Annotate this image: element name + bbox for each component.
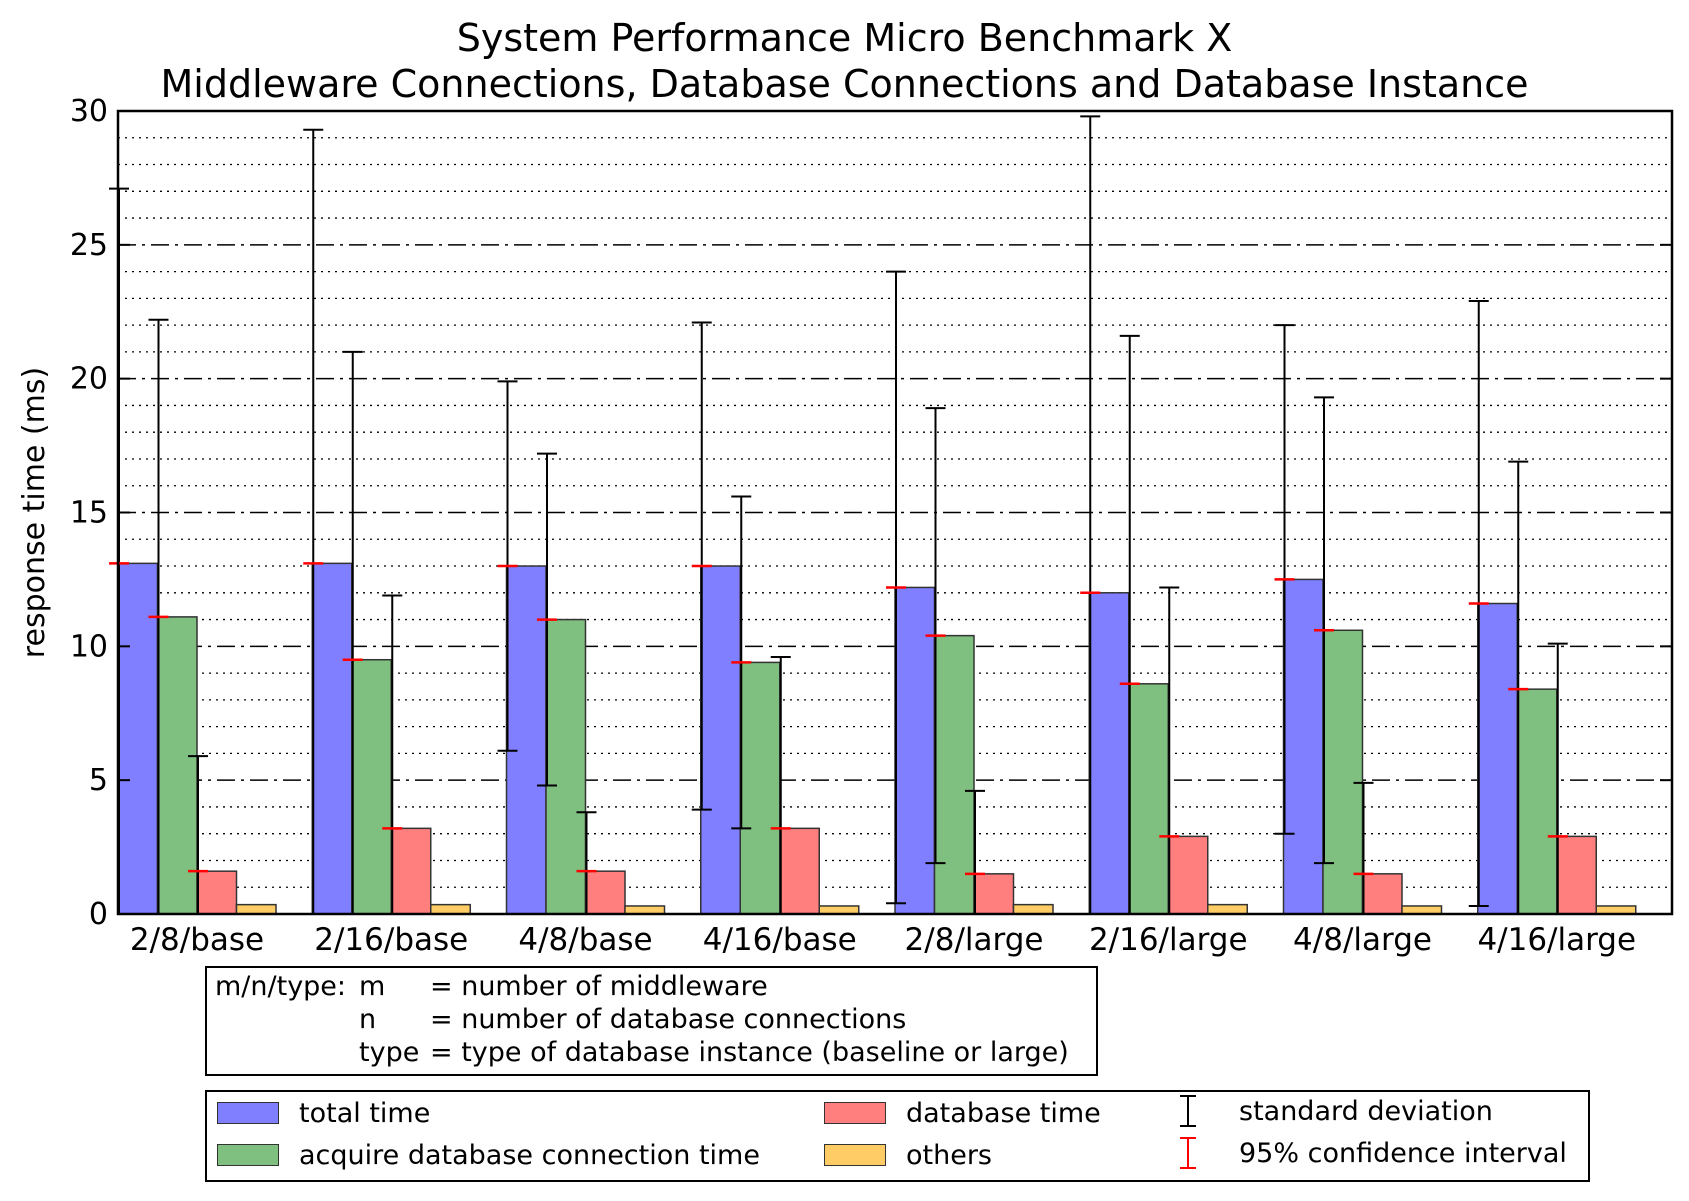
chart-subtitle: Middleware Connections, Database Connect…: [160, 62, 1529, 106]
y-tick-label: 30: [70, 94, 108, 129]
note-key-type: type: [359, 1037, 420, 1068]
confidence-interval-icon: [1157, 1135, 1219, 1171]
bar-others-2/16/base: [430, 903, 471, 915]
bar-total-time-2/16/large: [1088, 592, 1130, 915]
y-tick-label: 20: [70, 362, 108, 397]
bar-acquire-database-connection-time-2/16/large: [1128, 683, 1169, 915]
legend-swatch-acquire: [217, 1144, 279, 1166]
bar-database-time-2/16/base: [390, 827, 432, 915]
bar-acquire-database-connection-time-4/8/base: [545, 618, 587, 915]
bar-acquire-database-connection-time-2/8/large: [933, 634, 975, 915]
x-tick-label: 4/8/base: [518, 922, 652, 958]
legend-swatch-others: [824, 1144, 886, 1166]
bar-database-time-4/8/base: [584, 870, 626, 915]
note-head: m/n/type:: [215, 971, 355, 1002]
legend-item-ci: 95% confidence interval: [1157, 1136, 1567, 1170]
y-axis-label: response time (ms): [17, 367, 52, 658]
legend-item-others: others: [824, 1138, 992, 1172]
bar-acquire-database-connection-time-4/16/base: [739, 661, 781, 915]
chart-title: System Performance Micro Benchmark X: [456, 16, 1233, 60]
bar-total-time-2/16/base: [311, 562, 353, 915]
legend-label-database: database time: [906, 1097, 1101, 1129]
legend-item-total: total time: [217, 1096, 430, 1130]
x-tick-label: 4/16/large: [1477, 922, 1636, 958]
bar-total-time-4/8/base: [505, 565, 547, 915]
x-tick-label: 4/16/base: [703, 922, 857, 958]
bar-database-time-4/16/base: [779, 827, 820, 915]
legend-swatch-total: [217, 1102, 279, 1124]
bar-database-time-2/8/large: [973, 873, 1015, 915]
note-text-m: = number of middleware: [430, 971, 768, 1002]
bar-total-time-4/8/large: [1282, 578, 1324, 915]
bar-total-time-4/16/base: [700, 565, 741, 915]
note-key-m: m: [359, 971, 386, 1002]
legend-item-acquire: acquire database connection time: [217, 1138, 760, 1172]
bar-others-2/8/base: [235, 903, 277, 915]
note-key-n: n: [359, 1004, 377, 1035]
x-tick-label: 4/8/large: [1293, 922, 1432, 958]
bar-total-time-4/16/large: [1477, 602, 1518, 915]
legend-label-total: total time: [299, 1097, 431, 1129]
y-tick-label: 10: [70, 629, 108, 664]
y-tick-label: 25: [70, 228, 108, 263]
legend-label-acquire: acquire database connection time: [299, 1139, 760, 1171]
legend-label-std: standard deviation: [1239, 1095, 1493, 1127]
notation-box: m/n/type: m = number of middleware n = n…: [205, 966, 1098, 1076]
legend-item-std: standard deviation: [1157, 1094, 1493, 1128]
legend: total time acquire database connection t…: [205, 1090, 1590, 1182]
y-tick-label: 15: [70, 496, 108, 531]
legend-swatch-database: [824, 1102, 886, 1124]
bar-database-time-4/8/large: [1361, 873, 1403, 915]
note-text-n: = number of database connections: [430, 1004, 907, 1035]
legend-label-others: others: [906, 1139, 992, 1171]
y-tick-label: 0: [89, 897, 108, 932]
legend-label-ci: 95% confidence interval: [1239, 1137, 1567, 1169]
errorbar-icon: [1157, 1093, 1219, 1129]
bar-acquire-database-connection-time-4/8/large: [1322, 629, 1364, 915]
note-text-type: = type of database instance (baseline or…: [430, 1037, 1069, 1068]
bar-others-2/8/large: [1012, 903, 1054, 915]
bar-database-time-2/8/base: [196, 870, 238, 915]
y-tick-label: 5: [89, 763, 108, 798]
x-tick-label: 2/8/large: [905, 922, 1044, 958]
bar-acquire-database-connection-time-2/8/base: [156, 616, 198, 915]
bar-acquire-database-connection-time-2/16/base: [351, 658, 392, 915]
bar-others-2/16/large: [1207, 903, 1248, 915]
legend-item-database: database time: [824, 1096, 1101, 1130]
bar-database-time-2/16/large: [1167, 835, 1209, 915]
bar-acquire-database-connection-time-4/16/large: [1516, 688, 1558, 915]
x-tick-label: 2/8/base: [130, 922, 264, 958]
bar-database-time-4/16/large: [1556, 835, 1597, 915]
x-tick-label: 2/16/base: [314, 922, 468, 958]
x-tick-label: 2/16/large: [1089, 922, 1248, 958]
